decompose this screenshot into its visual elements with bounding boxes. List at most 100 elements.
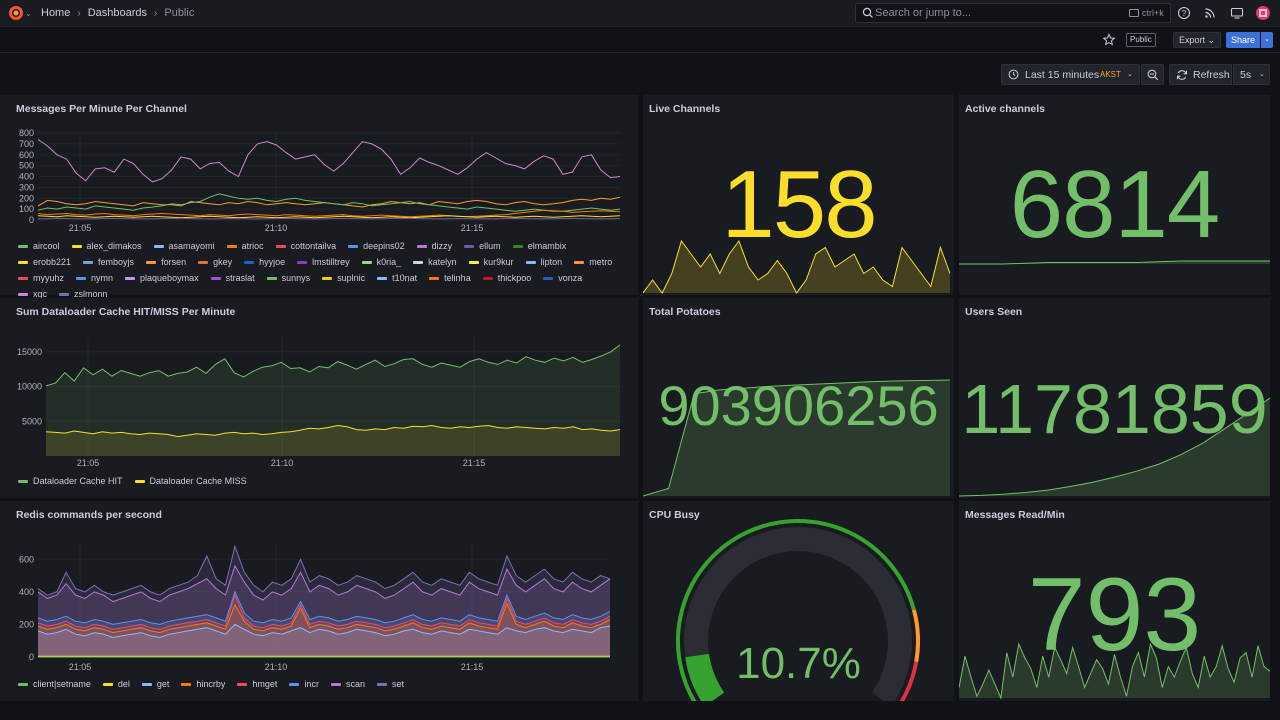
legend-item[interactable]: myyuhz — [18, 272, 64, 284]
legend-item[interactable]: asamayomi — [153, 240, 215, 252]
svg-text:?: ? — [1182, 9, 1187, 18]
legend-label: deepins02 — [363, 241, 405, 251]
legend-item[interactable]: dizzy — [416, 240, 452, 252]
time-range-label: Last 15 minutes — [1025, 69, 1100, 81]
legend-item[interactable]: sunnys — [266, 272, 310, 284]
legend-item[interactable]: client|setname — [18, 678, 91, 690]
legend-label: straslat — [225, 273, 255, 283]
legend-item[interactable]: nymn — [76, 272, 113, 284]
series-line — [37, 193, 621, 212]
x-tick-label: 21:15 — [461, 223, 484, 233]
legend-item[interactable]: del — [102, 678, 130, 690]
share-menu-chevron-icon[interactable]: ⌄ — [1261, 32, 1273, 48]
star-icon[interactable] — [1102, 33, 1116, 47]
legend-label: alex_dimakos — [86, 241, 142, 251]
legend-item[interactable]: lmstilltrey — [297, 256, 350, 268]
legend-swatch — [244, 260, 255, 264]
legend-item[interactable]: t10nat — [377, 272, 417, 284]
chevron-down-icon: ⌄ — [1207, 35, 1216, 45]
sparkline-line — [643, 379, 951, 497]
panel-cpu-busy[interactable]: CPU Busy 10.7% — [643, 501, 954, 701]
panel-messages-read[interactable]: Messages Read/Min 793 — [959, 501, 1270, 701]
legend-item[interactable]: incr — [289, 678, 319, 690]
refresh-interval-picker[interactable]: 5s ⌄ — [1233, 64, 1270, 85]
legend-item[interactable]: erobb221 — [18, 256, 71, 268]
legend-label: forsen — [161, 257, 187, 267]
legend-item[interactable]: plaqueboymax — [125, 272, 199, 284]
legend-label: asamayomi — [168, 241, 215, 251]
help-icon[interactable]: ? — [1177, 6, 1191, 20]
legend-label: gkey — [213, 257, 233, 267]
chevron-right-icon: › — [154, 7, 158, 19]
zoom-out-button[interactable] — [1141, 64, 1164, 85]
legend-item[interactable]: femboyjs — [83, 256, 134, 268]
breadcrumb-dashboards[interactable]: Dashboards — [87, 7, 148, 19]
legend-item[interactable]: vonza — [543, 272, 582, 284]
legend-item[interactable]: alex_dimakos — [71, 240, 142, 252]
refresh-button[interactable]: Refresh — [1169, 64, 1232, 85]
legend-item[interactable]: Dataloader Cache HIT — [18, 475, 123, 487]
legend-item[interactable]: hincrby — [181, 678, 225, 690]
legend-item[interactable]: gkey — [198, 256, 232, 268]
legend-item[interactable]: kur9kur — [468, 256, 514, 268]
refresh-icon — [1176, 70, 1188, 80]
legend-item[interactable]: lipton — [525, 256, 562, 268]
y-tick-label: 700 — [19, 139, 34, 149]
panel-title: Active channels — [965, 103, 1045, 115]
y-tick-label: 400 — [19, 587, 34, 597]
legend-item[interactable]: aircool — [18, 240, 60, 252]
legend-item[interactable]: atrioc — [226, 240, 264, 252]
legend-item[interactable]: cottontailva — [275, 240, 336, 252]
legend-label: lmstilltrey — [312, 257, 350, 267]
legend-item[interactable]: metro — [574, 256, 612, 268]
legend-label: ellum — [479, 241, 501, 251]
panel-live-channels[interactable]: Live Channels 158 — [643, 95, 954, 295]
legend-item[interactable]: katelyn — [413, 256, 457, 268]
avatar[interactable] — [1256, 6, 1270, 20]
share-button[interactable]: Share — [1226, 32, 1260, 48]
breadcrumb-home[interactable]: Home — [41, 7, 71, 19]
panel-active-channels[interactable]: Active channels 6814 — [959, 95, 1270, 295]
legend-item[interactable]: hyyjoe — [244, 256, 285, 268]
search-input[interactable] — [875, 6, 1075, 20]
panel-total-potatoes[interactable]: Total Potatoes 903906256 — [643, 298, 954, 498]
panel-dataloader-cache[interactable]: Sum Dataloader Cache HIT/MISS Per Minute… — [0, 298, 638, 498]
news-icon[interactable] — [1203, 6, 1217, 20]
y-tick-label: 10000 — [17, 382, 42, 392]
legend-item[interactable]: Dataloader Cache MISS — [134, 475, 247, 487]
grafana-logo-icon[interactable] — [8, 5, 24, 21]
legend-item[interactable]: deepins02 — [348, 240, 405, 252]
legend-swatch — [297, 260, 308, 264]
legend-item[interactable]: thickpoo — [482, 272, 531, 284]
time-range-picker[interactable]: Last 15 minutes AKST ⌄ — [1001, 64, 1140, 85]
legend-item[interactable]: elmambix — [512, 240, 566, 252]
chevron-down-icon[interactable]: ⌄ — [25, 9, 32, 18]
legend-item[interactable]: scan — [330, 678, 365, 690]
chevron-down-icon: ⌄ — [1127, 71, 1133, 78]
sparkline — [959, 642, 1270, 700]
panel-title: Total Potatoes — [649, 306, 721, 318]
x-tick-label: 21:05 — [77, 458, 100, 468]
gauge-threshold-orange — [911, 609, 920, 663]
legend-item[interactable]: telinha — [429, 272, 471, 284]
y-tick-label: 500 — [19, 161, 34, 171]
kiosk-icon[interactable] — [1230, 6, 1244, 20]
clock-icon — [1008, 69, 1019, 80]
legend-item[interactable]: k0ria_ — [361, 256, 401, 268]
legend-item[interactable]: xqc — [18, 288, 47, 300]
panel-users-seen[interactable]: Users Seen 11781859 — [959, 298, 1270, 498]
legend-item[interactable]: straslat — [210, 272, 255, 284]
sparkline-line — [959, 642, 1270, 700]
export-button[interactable]: Export ⌄ — [1173, 32, 1222, 48]
legend-item[interactable]: suplnic — [322, 272, 365, 284]
search-box[interactable]: ctrl+k — [855, 3, 1171, 23]
legend-item[interactable]: zslmonn — [59, 288, 108, 300]
legend-item[interactable]: ellum — [464, 240, 501, 252]
panel-redis-commands[interactable]: Redis commands per second 600 400 200 0 21:0… — [0, 501, 638, 701]
legend-item[interactable]: hmget — [237, 678, 277, 690]
panel-messages-per-minute[interactable]: Messages Per Minute Per Channel 800 700 60… — [0, 95, 638, 299]
series-line — [37, 139, 621, 183]
legend-item[interactable]: forsen — [146, 256, 186, 268]
legend-item[interactable]: get — [141, 678, 169, 690]
legend-item[interactable]: set — [376, 678, 404, 690]
